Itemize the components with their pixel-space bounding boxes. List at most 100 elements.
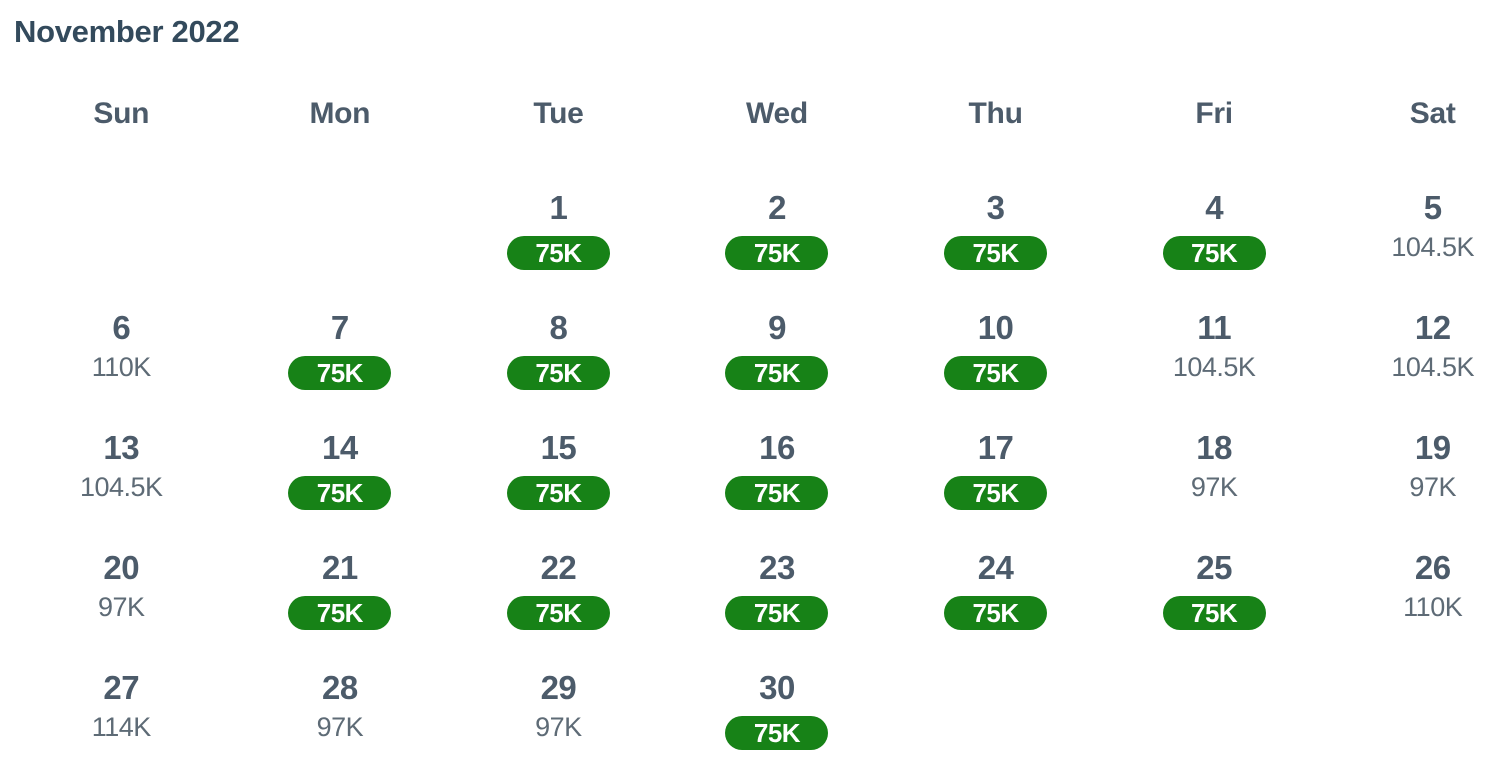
day-number: 28: [321, 669, 358, 706]
day-number: 22: [540, 549, 577, 586]
calendar-day-cell[interactable]: 8 75K: [449, 280, 668, 400]
calendar-day-cell[interactable]: 10 75K: [886, 280, 1105, 400]
calendar-day-cell[interactable]: 16 75K: [668, 400, 887, 520]
day-number: 9: [768, 309, 786, 346]
calendar-day-cell[interactable]: 25 75K: [1105, 520, 1324, 640]
week-row: 13 104.5K 14 75K 15 75K 16 75K 17 75K 18…: [12, 400, 1512, 520]
calendar-day-cell[interactable]: 7 75K: [231, 280, 450, 400]
mileage-value: 75K: [944, 596, 1048, 630]
mileage-value-wrap: 75K: [668, 470, 887, 510]
day-number: 23: [759, 549, 795, 586]
mileage-value-wrap: 97K: [449, 710, 668, 744]
mileage-value-wrap: 97K: [231, 710, 450, 744]
calendar-day-cell[interactable]: 24 75K: [886, 520, 1105, 640]
calendar-day-cell[interactable]: 30 75K: [668, 640, 887, 760]
day-number: 24: [977, 549, 1014, 586]
day-number: 11: [1197, 309, 1232, 346]
weekday-header-tue: Tue: [533, 97, 584, 130]
mileage-value: 110K: [91, 352, 152, 382]
mileage-value: 75K: [725, 236, 829, 270]
empty-day-cell: [231, 160, 450, 280]
mileage-value: 75K: [944, 356, 1048, 390]
day-number: 5: [1423, 189, 1442, 226]
calendar-day-cell[interactable]: 11 104.5K: [1105, 280, 1324, 400]
day-number: 7: [330, 309, 349, 346]
calendar-day-cell[interactable]: 2 75K: [668, 160, 887, 280]
mileage-value: 75K: [288, 596, 392, 630]
mileage-value: 75K: [506, 236, 610, 270]
mileage-value: 75K: [506, 356, 610, 390]
mileage-value: 97K: [535, 712, 582, 742]
mileage-value: 104.5K: [1391, 352, 1474, 382]
mileage-value: 97K: [1190, 472, 1238, 502]
calendar-day-cell[interactable]: 13 104.5K: [12, 400, 231, 520]
empty-day-cell: [886, 640, 1105, 760]
calendar-day-cell[interactable]: 14 75K: [231, 400, 450, 520]
mileage-value: 75K: [506, 476, 610, 510]
week-row: 1 75K 2 75K 3 75K 4 75K 5 104.5K: [12, 160, 1512, 280]
mileage-value-wrap: 97K: [12, 590, 231, 624]
calendar-day-cell[interactable]: 12 104.5K: [1323, 280, 1512, 400]
mileage-value: 75K: [725, 596, 829, 630]
mileage-value: 75K: [944, 236, 1048, 270]
mileage-value: 110K: [1403, 592, 1463, 622]
calendar-day-cell[interactable]: 15 75K: [449, 400, 668, 520]
mileage-value-wrap: 114K: [12, 710, 231, 744]
day-number: 3: [986, 189, 1005, 226]
calendar-day-cell[interactable]: 18 97K: [1105, 400, 1324, 520]
week-row: 6 110K 7 75K 8 75K 9 75K 10 75K 11 104.5…: [12, 280, 1512, 400]
mileage-value-wrap: 75K: [231, 470, 450, 510]
calendar-day-cell[interactable]: 26 110K: [1323, 520, 1512, 640]
day-number: 16: [759, 429, 795, 466]
calendar-day-cell[interactable]: 22 75K: [449, 520, 668, 640]
day-number: 13: [103, 429, 140, 466]
mileage-value-wrap: 75K: [231, 350, 450, 390]
empty-day-cell: [1323, 640, 1512, 760]
calendar-day-cell[interactable]: 20 97K: [12, 520, 231, 640]
calendar-weeks: 1 75K 2 75K 3 75K 4 75K 5 104.5K 6 110K …: [12, 160, 1512, 760]
mileage-value: 104.5K: [1172, 352, 1256, 382]
day-number: 2: [768, 189, 786, 226]
day-number: 4: [1205, 189, 1224, 226]
mileage-value-wrap: 104.5K: [1323, 350, 1512, 384]
mileage-value-wrap: 97K: [1323, 470, 1512, 504]
weekday-header-sun: Sun: [93, 97, 150, 130]
mileage-value-wrap: 75K: [449, 230, 668, 270]
day-number: 21: [321, 549, 358, 586]
mileage-value-wrap: 104.5K: [1323, 230, 1512, 264]
calendar-day-cell[interactable]: 4 75K: [1105, 160, 1324, 280]
calendar-day-cell[interactable]: 1 75K: [449, 160, 668, 280]
mileage-value: 75K: [1162, 236, 1266, 270]
week-row: 27 114K 28 97K 29 97K 30 75K: [12, 640, 1512, 760]
day-number: 8: [549, 309, 568, 346]
mileage-value: 75K: [1162, 596, 1266, 630]
mileage-value: 104.5K: [1391, 232, 1474, 262]
calendar-day-cell[interactable]: 17 75K: [886, 400, 1105, 520]
week-row: 20 97K 21 75K 22 75K 23 75K 24 75K 25 75…: [12, 520, 1512, 640]
calendar-day-cell[interactable]: 9 75K: [668, 280, 887, 400]
calendar-day-cell[interactable]: 27 114K: [12, 640, 231, 760]
month-title: November 2022: [14, 14, 240, 49]
mileage-value-wrap: 104.5K: [12, 470, 231, 504]
mileage-value-wrap: 110K: [12, 350, 231, 384]
calendar-day-cell[interactable]: 6 110K: [12, 280, 231, 400]
mileage-value: 75K: [725, 356, 829, 390]
empty-day-cell: [1105, 640, 1324, 760]
calendar-day-cell[interactable]: 19 97K: [1323, 400, 1512, 520]
calendar-day-cell[interactable]: 3 75K: [886, 160, 1105, 280]
calendar-day-cell[interactable]: 29 97K: [449, 640, 668, 760]
day-number: 10: [977, 309, 1014, 346]
mileage-value-wrap: 75K: [668, 350, 887, 390]
weekday-header-sat: Sat: [1409, 97, 1456, 130]
calendar-day-cell[interactable]: 23 75K: [668, 520, 887, 640]
mileage-value: 114K: [91, 712, 152, 742]
mileage-value-wrap: 75K: [449, 350, 668, 390]
calendar-day-cell[interactable]: 5 104.5K: [1323, 160, 1512, 280]
calendar-day-cell[interactable]: 21 75K: [231, 520, 450, 640]
day-number: 1: [549, 189, 568, 226]
calendar-day-cell[interactable]: 28 97K: [231, 640, 450, 760]
mileage-value-wrap: 75K: [886, 230, 1105, 270]
calendar-grid: Sun Mon Tue Wed Thu Fri Sat 1 75K 2 75K …: [12, 92, 1512, 760]
day-number: 14: [321, 429, 358, 466]
